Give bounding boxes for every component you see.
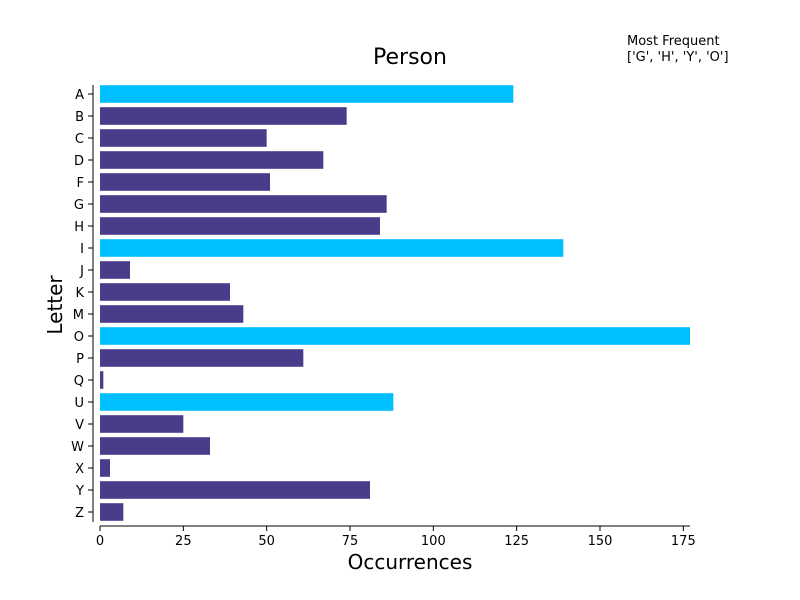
- y-tick-label-V: V: [75, 418, 84, 433]
- y-tick-label-I: I: [80, 242, 84, 257]
- bar-A: [100, 85, 514, 103]
- y-tick-label-C: C: [75, 132, 84, 147]
- y-tick-label-J: J: [79, 264, 84, 279]
- bar-C: [100, 129, 267, 147]
- bar-K: [100, 283, 230, 301]
- bar-U: [100, 393, 394, 411]
- bars-group: [100, 85, 690, 521]
- y-tick-label-Z: Z: [75, 506, 84, 521]
- y-tick-label-X: X: [75, 462, 84, 477]
- x-tick-label-25: 25: [175, 534, 192, 549]
- y-tick-label-W: W: [71, 440, 84, 455]
- bar-G: [100, 195, 387, 213]
- bar-V: [100, 415, 184, 433]
- bar-F: [100, 173, 270, 191]
- most-frequent-annotation: Most Frequent ['G', 'H', 'Y', 'O']: [627, 34, 729, 66]
- y-tick-label-Q: Q: [74, 374, 84, 389]
- x-tick-label-125: 125: [504, 534, 529, 549]
- bar-W: [100, 437, 210, 455]
- bar-D: [100, 151, 324, 169]
- y-tick-label-B: B: [75, 110, 84, 125]
- y-tick-label-A: A: [75, 88, 84, 103]
- y-tick-label-F: F: [77, 176, 84, 191]
- y-tick-label-O: O: [74, 330, 84, 345]
- bar-Q: [100, 371, 104, 389]
- annotation-text: ['G', 'H', 'Y', 'O']: [627, 50, 729, 65]
- bar-H: [100, 217, 380, 235]
- bar-B: [100, 107, 347, 125]
- bar-I: [100, 239, 564, 257]
- bar-P: [100, 349, 304, 367]
- y-tick-label-H: H: [74, 220, 84, 235]
- y-tick-label-D: D: [74, 154, 84, 169]
- x-tick-label-175: 175: [671, 534, 696, 549]
- bar-Y: [100, 481, 370, 499]
- y-tick-label-P: P: [76, 352, 84, 367]
- y-tick-label-G: G: [74, 198, 84, 213]
- y-tick-label-K: K: [75, 286, 84, 301]
- bar-O: [100, 327, 690, 345]
- x-tick-label-50: 50: [258, 534, 275, 549]
- x-tick-label-150: 150: [588, 534, 613, 549]
- bar-J: [100, 261, 130, 279]
- annotation-title: Most Frequent: [627, 34, 720, 49]
- x-tick-label-100: 100: [421, 534, 446, 549]
- bar-M: [100, 305, 244, 323]
- x-tick-group: 0 25 50 75 100 125 150 175: [96, 526, 696, 549]
- bar-Z: [100, 503, 124, 521]
- x-axis-label: Occurrences: [348, 550, 473, 574]
- bar-X: [100, 459, 110, 477]
- y-tick-label-U: U: [74, 396, 84, 411]
- y-tick-label-Y: Y: [75, 484, 84, 499]
- x-tick-label-75: 75: [342, 534, 359, 549]
- y-axis-label: Letter: [43, 275, 67, 335]
- chart-title: Person: [373, 45, 447, 70]
- x-tick-label-0: 0: [96, 534, 104, 549]
- y-tick-label-M: M: [73, 308, 84, 323]
